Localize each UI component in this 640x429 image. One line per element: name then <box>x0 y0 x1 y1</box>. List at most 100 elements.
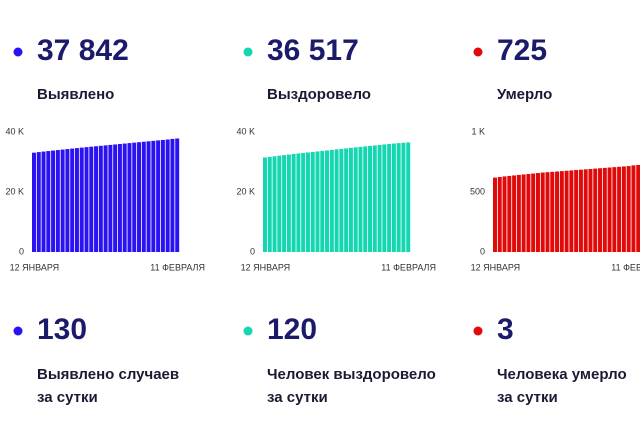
bar <box>555 171 560 252</box>
bar <box>358 146 363 252</box>
bar <box>396 143 401 252</box>
bar <box>329 149 334 252</box>
bar <box>60 149 65 252</box>
daily-value: 130 <box>37 313 87 346</box>
bar <box>636 165 640 252</box>
bar <box>315 151 320 252</box>
x-tick-label: 12 ЯНВАРЯ <box>10 262 60 272</box>
bar <box>127 143 132 252</box>
bar <box>46 151 51 252</box>
bar <box>70 148 75 252</box>
bar <box>94 146 99 252</box>
bar <box>122 143 127 252</box>
bar <box>267 156 272 252</box>
bar <box>612 167 617 252</box>
bar <box>296 153 301 252</box>
bar <box>165 139 170 252</box>
bar <box>507 175 512 252</box>
bar <box>310 151 315 252</box>
stat-label: Выздоровело <box>267 86 371 103</box>
bar <box>263 157 267 252</box>
bar <box>617 166 622 252</box>
bar <box>550 171 555 252</box>
x-tick-label: 12 ЯНВАРЯ <box>471 262 521 272</box>
bar <box>540 172 545 252</box>
bar <box>282 155 287 252</box>
bar <box>41 151 46 252</box>
daily-sublabel: за сутки <box>497 389 558 406</box>
bar <box>493 177 497 252</box>
bar <box>502 176 507 252</box>
bar <box>74 148 79 252</box>
dot <box>13 47 23 57</box>
bar <box>406 142 411 252</box>
bar <box>89 146 94 252</box>
bar <box>291 154 296 252</box>
bar <box>141 141 146 252</box>
x-tick-label: 11 ФЕВРАЛЯ <box>381 262 436 272</box>
stat-value: 725 <box>497 34 547 67</box>
bar <box>65 149 70 252</box>
bar <box>526 174 531 252</box>
daily-value: 3 <box>497 313 514 346</box>
y-tick-label: 0 <box>480 246 485 256</box>
bar <box>277 155 282 252</box>
bar <box>401 142 406 252</box>
bar <box>574 170 579 252</box>
bar <box>569 170 574 252</box>
bar <box>98 145 103 252</box>
dot <box>243 326 253 336</box>
y-tick-label: 0 <box>19 246 24 256</box>
bar <box>137 142 142 252</box>
x-tick-label: 12 ЯНВАРЯ <box>241 262 291 272</box>
bar <box>621 166 626 252</box>
bar <box>588 168 593 252</box>
bar <box>108 144 113 252</box>
bar <box>117 144 122 252</box>
y-tick-label: 40 K <box>5 126 24 136</box>
bar <box>175 138 180 252</box>
bar <box>160 139 165 252</box>
bar <box>103 145 108 252</box>
bar <box>132 142 137 252</box>
bar <box>382 144 387 252</box>
y-tick-label: 500 <box>470 186 485 196</box>
bar <box>348 147 353 252</box>
y-tick-label: 20 K <box>236 186 255 196</box>
bar <box>607 167 612 252</box>
daily-sublabel: за сутки <box>267 389 328 406</box>
bar <box>626 166 631 252</box>
dot <box>473 326 483 336</box>
bar <box>512 175 517 252</box>
bar <box>372 145 377 252</box>
bar <box>516 174 521 252</box>
bar <box>593 168 598 252</box>
bar <box>521 174 526 252</box>
bar <box>497 177 502 252</box>
bar <box>559 171 564 252</box>
bar <box>545 172 550 252</box>
bar <box>305 152 310 252</box>
bar <box>535 173 540 252</box>
x-tick-label: 11 ФЕВРАЛЯ <box>150 262 205 272</box>
y-tick-label: 1 K <box>471 126 485 136</box>
bar <box>36 152 41 252</box>
y-tick-label: 0 <box>250 246 255 256</box>
bar <box>325 150 330 252</box>
bar <box>602 167 607 252</box>
dot <box>243 47 253 57</box>
daily-label: Выявлено случаев <box>37 366 179 383</box>
x-tick-label: 11 ФЕВРАЛЯ <box>611 262 640 272</box>
bar <box>151 140 156 252</box>
dot <box>13 326 23 336</box>
bar <box>598 168 603 252</box>
bar <box>272 156 277 252</box>
bar <box>353 147 358 252</box>
bar <box>387 144 392 252</box>
bar <box>363 146 368 252</box>
bar <box>368 145 373 252</box>
y-tick-label: 20 K <box>5 186 24 196</box>
stat-value: 36 517 <box>267 34 359 67</box>
bar <box>301 152 306 252</box>
